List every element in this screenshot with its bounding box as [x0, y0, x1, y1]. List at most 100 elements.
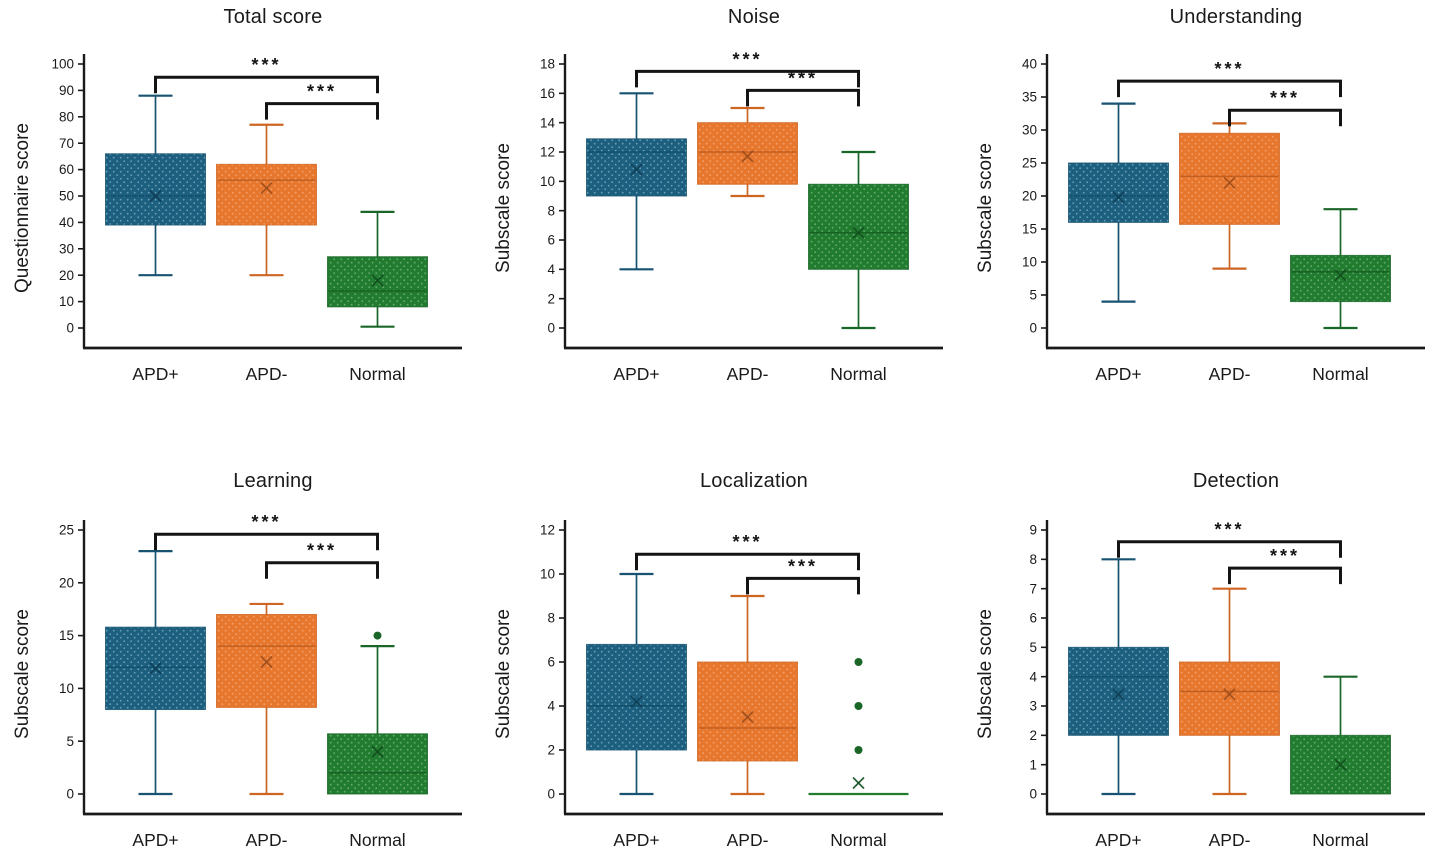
- y-tick-label: 20: [59, 575, 74, 590]
- y-tick-label: 0: [66, 787, 74, 802]
- y-tick-label: 35: [1022, 90, 1037, 105]
- y-tick-label: 40: [1022, 57, 1037, 72]
- y-tick-label: 16: [540, 86, 555, 101]
- y-tick-label: 5: [1029, 640, 1037, 655]
- significance-bracket: [1228, 108, 1342, 127]
- y-tick-label: 6: [547, 233, 555, 248]
- y-tick-label: 30: [1022, 123, 1037, 138]
- significance-bracket: [1117, 79, 1342, 98]
- significance-bracket: [265, 102, 379, 120]
- box-APD+: [105, 153, 206, 226]
- chart-title: Understanding: [1169, 6, 1303, 28]
- chart-title: Noise: [727, 6, 781, 28]
- significance-bracket: [1228, 566, 1342, 585]
- y-tick-label: 25: [59, 523, 74, 538]
- significance-bracket: [635, 552, 860, 571]
- boxplot-canvas: 0 2 4 6 8 10 12 APD+ APD- Normal *** ***: [540, 520, 943, 850]
- significance-bracket: [265, 561, 379, 579]
- significance-stars: ***: [788, 68, 818, 88]
- significance-stars: ***: [1214, 520, 1244, 540]
- panel-total-score: Total score Questionnaire score 0 10 20 30 4…: [0, 0, 480, 430]
- mean-marker: [1112, 191, 1125, 204]
- y-tick-label: 15: [1022, 222, 1037, 237]
- y-tick-label: 80: [59, 109, 74, 124]
- y-tick-label: 4: [547, 699, 555, 714]
- box-APD+: [586, 138, 687, 197]
- chart-title: Learning: [233, 470, 313, 492]
- y-tick-label: 60: [59, 162, 74, 177]
- boxplot-canvas: 0 1 2 3 4 5 6 7 8 9 APD+ APD- Normal *** ***: [1029, 520, 1425, 850]
- y-tick-label: 1: [1029, 757, 1037, 772]
- y-tick-label: 10: [540, 174, 555, 189]
- category-label: Normal: [830, 830, 886, 850]
- mean-marker: [741, 150, 754, 163]
- mean-marker: [630, 163, 643, 176]
- category-label: APD+: [132, 364, 178, 384]
- significance-bracket: [1117, 540, 1342, 558]
- panel-localization: Localization Subscale score 0 2 4 6 8 10 12 APD…: [481, 440, 961, 866]
- y-tick-label: 0: [547, 321, 555, 336]
- mean-marker: [1334, 269, 1347, 282]
- y-tick-label: 10: [59, 681, 74, 696]
- category-label: APD-: [1209, 364, 1251, 384]
- mean-marker: [741, 710, 754, 724]
- y-tick-label: 8: [547, 203, 555, 218]
- panel-understanding: Understanding Subscale score 0 5 10 15 20 25 3…: [963, 0, 1443, 430]
- y-tick-label: 4: [547, 262, 555, 277]
- mean-marker: [260, 181, 273, 195]
- category-label: Normal: [349, 830, 405, 850]
- significance-stars: ***: [788, 556, 818, 576]
- category-label: Normal: [1312, 830, 1368, 850]
- chart-title: Total score: [223, 6, 323, 28]
- y-tick-label: 90: [59, 83, 74, 98]
- boxplot-canvas: 0 5 10 15 20 25 30 35 40 APD+ APD- Normal *** ***: [1022, 54, 1425, 384]
- box-Normal: [1290, 254, 1391, 303]
- y-tick-label: 18: [540, 57, 555, 72]
- mean-marker: [1334, 758, 1347, 771]
- significance-bracket: [635, 69, 860, 88]
- category-label: APD-: [1209, 830, 1251, 850]
- y-tick-label: 5: [1029, 288, 1037, 303]
- box-Normal: [327, 733, 428, 795]
- significance-bracket: [746, 88, 860, 107]
- chart-title: Detection: [1192, 470, 1280, 492]
- outlier-dot: [854, 702, 863, 710]
- mean-marker: [1112, 688, 1125, 701]
- y-tick-label: 15: [59, 628, 74, 643]
- box-APD-: [1179, 132, 1280, 225]
- significance-stars: ***: [732, 532, 762, 552]
- y-tick-label: 14: [540, 115, 556, 130]
- mean-marker: [149, 189, 162, 203]
- y-tick-label: 12: [540, 145, 555, 160]
- category-label: APD+: [1095, 364, 1141, 384]
- mean-marker: [630, 695, 643, 708]
- y-tick-label: 2: [547, 743, 555, 758]
- category-label: APD+: [613, 830, 659, 850]
- significance-stars: ***: [251, 55, 281, 75]
- category-label: APD-: [246, 830, 288, 850]
- mean-marker: [149, 662, 162, 675]
- y-tick-label: 0: [547, 787, 555, 802]
- significance-stars: ***: [1214, 59, 1244, 79]
- y-tick-label: 8: [1029, 552, 1037, 567]
- box-APD+: [586, 643, 687, 751]
- y-tick-label: 3: [1029, 699, 1037, 714]
- boxplot-canvas: 0 2 4 6 8 10 12 14 16 18 APD+ APD- Normal *** ***: [540, 49, 943, 384]
- y-tick-label: 0: [1029, 787, 1037, 802]
- significance-bracket: [154, 75, 379, 94]
- panel-noise: Noise Subscale score 0 2 4 6 8 10 12 14 16 18 APD+…: [481, 0, 961, 430]
- y-tick-label: 5: [66, 734, 74, 749]
- y-tick-label: 7: [1029, 581, 1037, 596]
- significance-stars: ***: [732, 49, 762, 69]
- box-APD-: [1179, 661, 1280, 736]
- boxplot-canvas: 0 5 10 15 20 25 APD+ APD- Normal *** ***: [59, 512, 462, 850]
- y-tick-label: 30: [59, 241, 74, 256]
- box-Normal: [808, 183, 909, 270]
- y-tick-label: 10: [59, 294, 74, 309]
- significance-stars: ***: [307, 82, 337, 102]
- y-tick-label: 2: [547, 291, 555, 306]
- outlier-dot: [854, 746, 863, 754]
- y-tick-label: 6: [547, 655, 555, 670]
- y-tick-label: 10: [1022, 255, 1037, 270]
- y-tick-label: 70: [59, 136, 74, 151]
